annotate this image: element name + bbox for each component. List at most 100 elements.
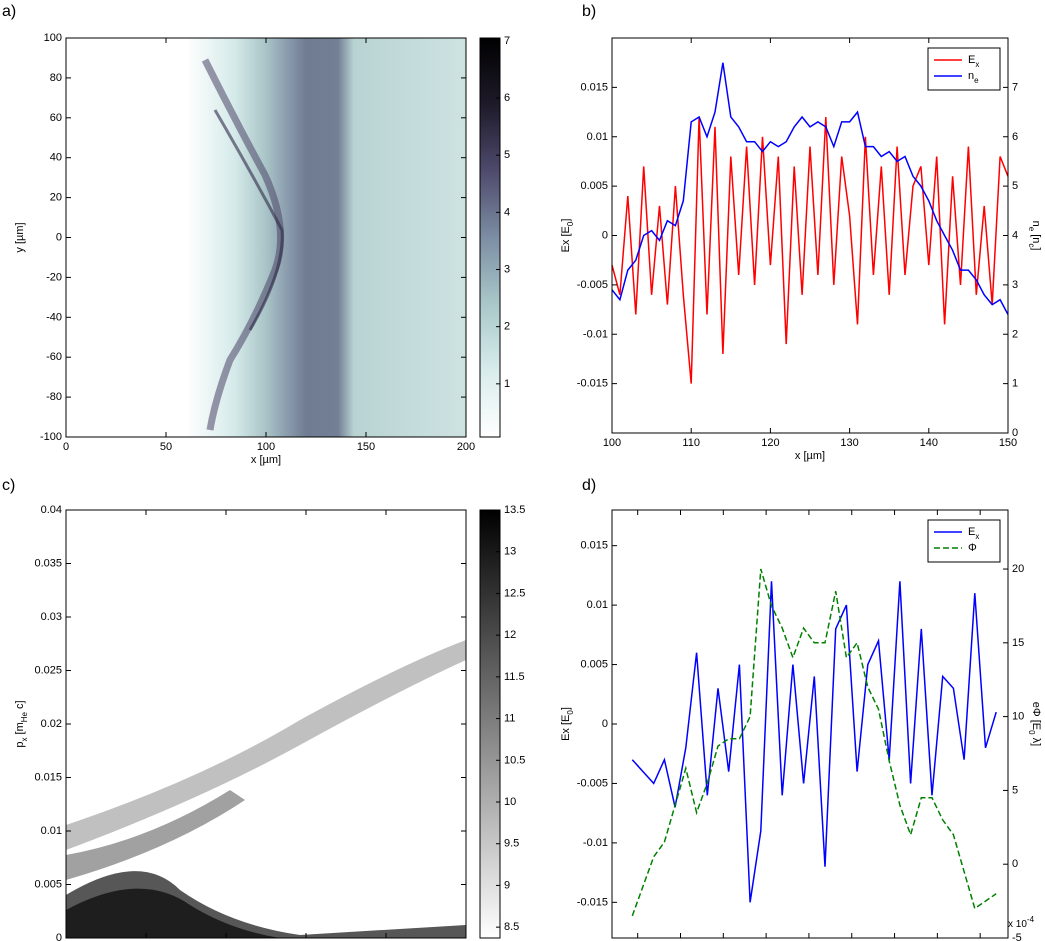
- y-tick-label: 40: [50, 152, 62, 164]
- y-tick-label: 0.005: [34, 878, 62, 890]
- y2-tick-label: 7: [1012, 81, 1018, 93]
- colorbar-tick-label: 5: [504, 149, 510, 161]
- y-tick-label: 20: [50, 192, 62, 204]
- legend-label: Ex: [968, 526, 979, 541]
- x-tick-label: 140: [920, 437, 938, 449]
- y-tick-label: 100: [44, 32, 62, 44]
- y-tick-label: -0.01: [583, 328, 608, 340]
- x-tick-label: 50: [160, 441, 172, 453]
- y-tick-label: -20: [46, 271, 62, 283]
- y2-tick-label: 4: [1012, 229, 1018, 241]
- panel-label: b): [582, 3, 596, 20]
- x-tick-label: 150: [357, 441, 375, 453]
- data-line: [611, 116, 1009, 384]
- colorbar-tick-label: 12: [504, 629, 516, 641]
- data-line: [611, 62, 1009, 315]
- x-tick-label: 150: [999, 437, 1017, 449]
- x-axis-label: x [µm]: [251, 454, 281, 466]
- y-tick-label: -100: [40, 431, 62, 443]
- y-tick-label: 0.02: [41, 718, 62, 730]
- legend-label: Ex: [968, 54, 979, 69]
- y2-tick-label: 3: [1012, 279, 1018, 291]
- y2-tick-label: 10: [1012, 711, 1024, 723]
- x-tick-label: 200: [457, 441, 475, 453]
- legend-label: ne: [968, 70, 979, 85]
- y-axis-label: Ex [E0]: [560, 219, 575, 253]
- colorbar-tick-label: 10.5: [504, 754, 525, 766]
- colorbar: [479, 37, 501, 438]
- y2-tick-label: 0: [1012, 858, 1018, 870]
- y-tick-label: 0.04: [41, 504, 62, 516]
- y-tick-label: 0: [602, 229, 608, 241]
- y-axis-label: Ex [E0]: [560, 707, 575, 741]
- x-tick-label: 130: [840, 437, 858, 449]
- colorbar: [479, 509, 501, 939]
- y2-tick-label: 0: [1012, 427, 1018, 439]
- colorbar-tick-label: 1: [504, 378, 510, 390]
- y2-tick-label: -5: [1012, 932, 1022, 941]
- y-axis-label: y [µm]: [14, 222, 26, 252]
- colorbar-tick-label: 3: [504, 263, 510, 275]
- y-tick-label: -80: [46, 391, 62, 403]
- y-tick-label: 60: [50, 112, 62, 124]
- colorbar-tick-label: 2: [504, 321, 510, 333]
- y2-tick-label: 1: [1012, 378, 1018, 390]
- y-tick-label: 0.015: [34, 771, 62, 783]
- y2-tick-label: 2: [1012, 328, 1018, 340]
- y-tick-label: 0.01: [41, 825, 62, 837]
- y-tick-label: -0.015: [577, 896, 608, 908]
- y-tick-label: 0: [56, 932, 62, 941]
- y-tick-label: 0.01: [587, 131, 608, 143]
- heatmap-image: [66, 640, 466, 938]
- y-tick-label: 0.015: [580, 81, 608, 93]
- colorbar-tick-label: 13.5: [504, 504, 525, 516]
- colorbar-tick-label: 12.5: [504, 587, 525, 599]
- y-tick-label: 0.025: [34, 664, 62, 676]
- panel-label: c): [2, 477, 15, 494]
- colorbar-tick-label: 7: [504, 35, 510, 47]
- legend-label: Φ: [968, 542, 977, 554]
- y-tick-label: 0: [56, 231, 62, 243]
- y-tick-label: -0.01: [583, 837, 608, 849]
- y-tick-label: 0.03: [41, 611, 62, 623]
- y-tick-label: 0.005: [580, 180, 608, 192]
- data-line: [631, 568, 997, 917]
- colorbar-tick-label: 11: [504, 712, 515, 724]
- y-tick-label: -0.005: [577, 777, 608, 789]
- y-tick-label: 0.01: [587, 599, 608, 611]
- y-tick-label: -0.005: [577, 279, 608, 291]
- colorbar-tick-label: 9: [504, 879, 510, 891]
- colorbar-tick-label: 11.5: [504, 671, 525, 683]
- data-line: [631, 581, 997, 903]
- y-tick-label: -0.015: [577, 378, 608, 390]
- y2-tick-label: 6: [1012, 131, 1018, 143]
- y-tick-label: 0: [602, 718, 608, 730]
- x-tick-label: 100: [257, 441, 275, 453]
- x-tick-label: 120: [761, 437, 779, 449]
- y-tick-label: 0.015: [580, 540, 608, 552]
- y-tick-label: -40: [46, 311, 62, 323]
- x-tick-label: 100: [603, 437, 621, 449]
- colorbar-tick-label: 13: [504, 546, 516, 558]
- panel-label: a): [2, 3, 16, 20]
- x-tick-label: 0: [63, 441, 69, 453]
- panel-label: d): [582, 477, 596, 494]
- y-tick-label: -60: [46, 351, 62, 363]
- y2-exponent: x 10-4: [1008, 915, 1035, 930]
- colorbar-tick-label: 4: [504, 206, 510, 218]
- colorbar-tick-label: 8.5: [504, 921, 519, 933]
- legend-box: [927, 47, 1001, 91]
- colorbar-tick-label: 10: [504, 796, 516, 808]
- colorbar-tick-label: 9.5: [504, 838, 519, 850]
- y-tick-label: 0.005: [580, 658, 608, 670]
- y-tick-label: 80: [50, 72, 62, 84]
- y2-tick-label: 20: [1012, 563, 1024, 575]
- y2-tick-label: 5: [1012, 784, 1018, 796]
- legend-box: [927, 519, 1001, 563]
- y-axis-label: px [mHe c]: [14, 700, 29, 747]
- x-tick-label: 110: [682, 437, 700, 449]
- heatmap-image: [66, 38, 466, 437]
- y2-axis-label: ne [nc]: [1027, 221, 1042, 251]
- y2-tick-label: 5: [1012, 180, 1018, 192]
